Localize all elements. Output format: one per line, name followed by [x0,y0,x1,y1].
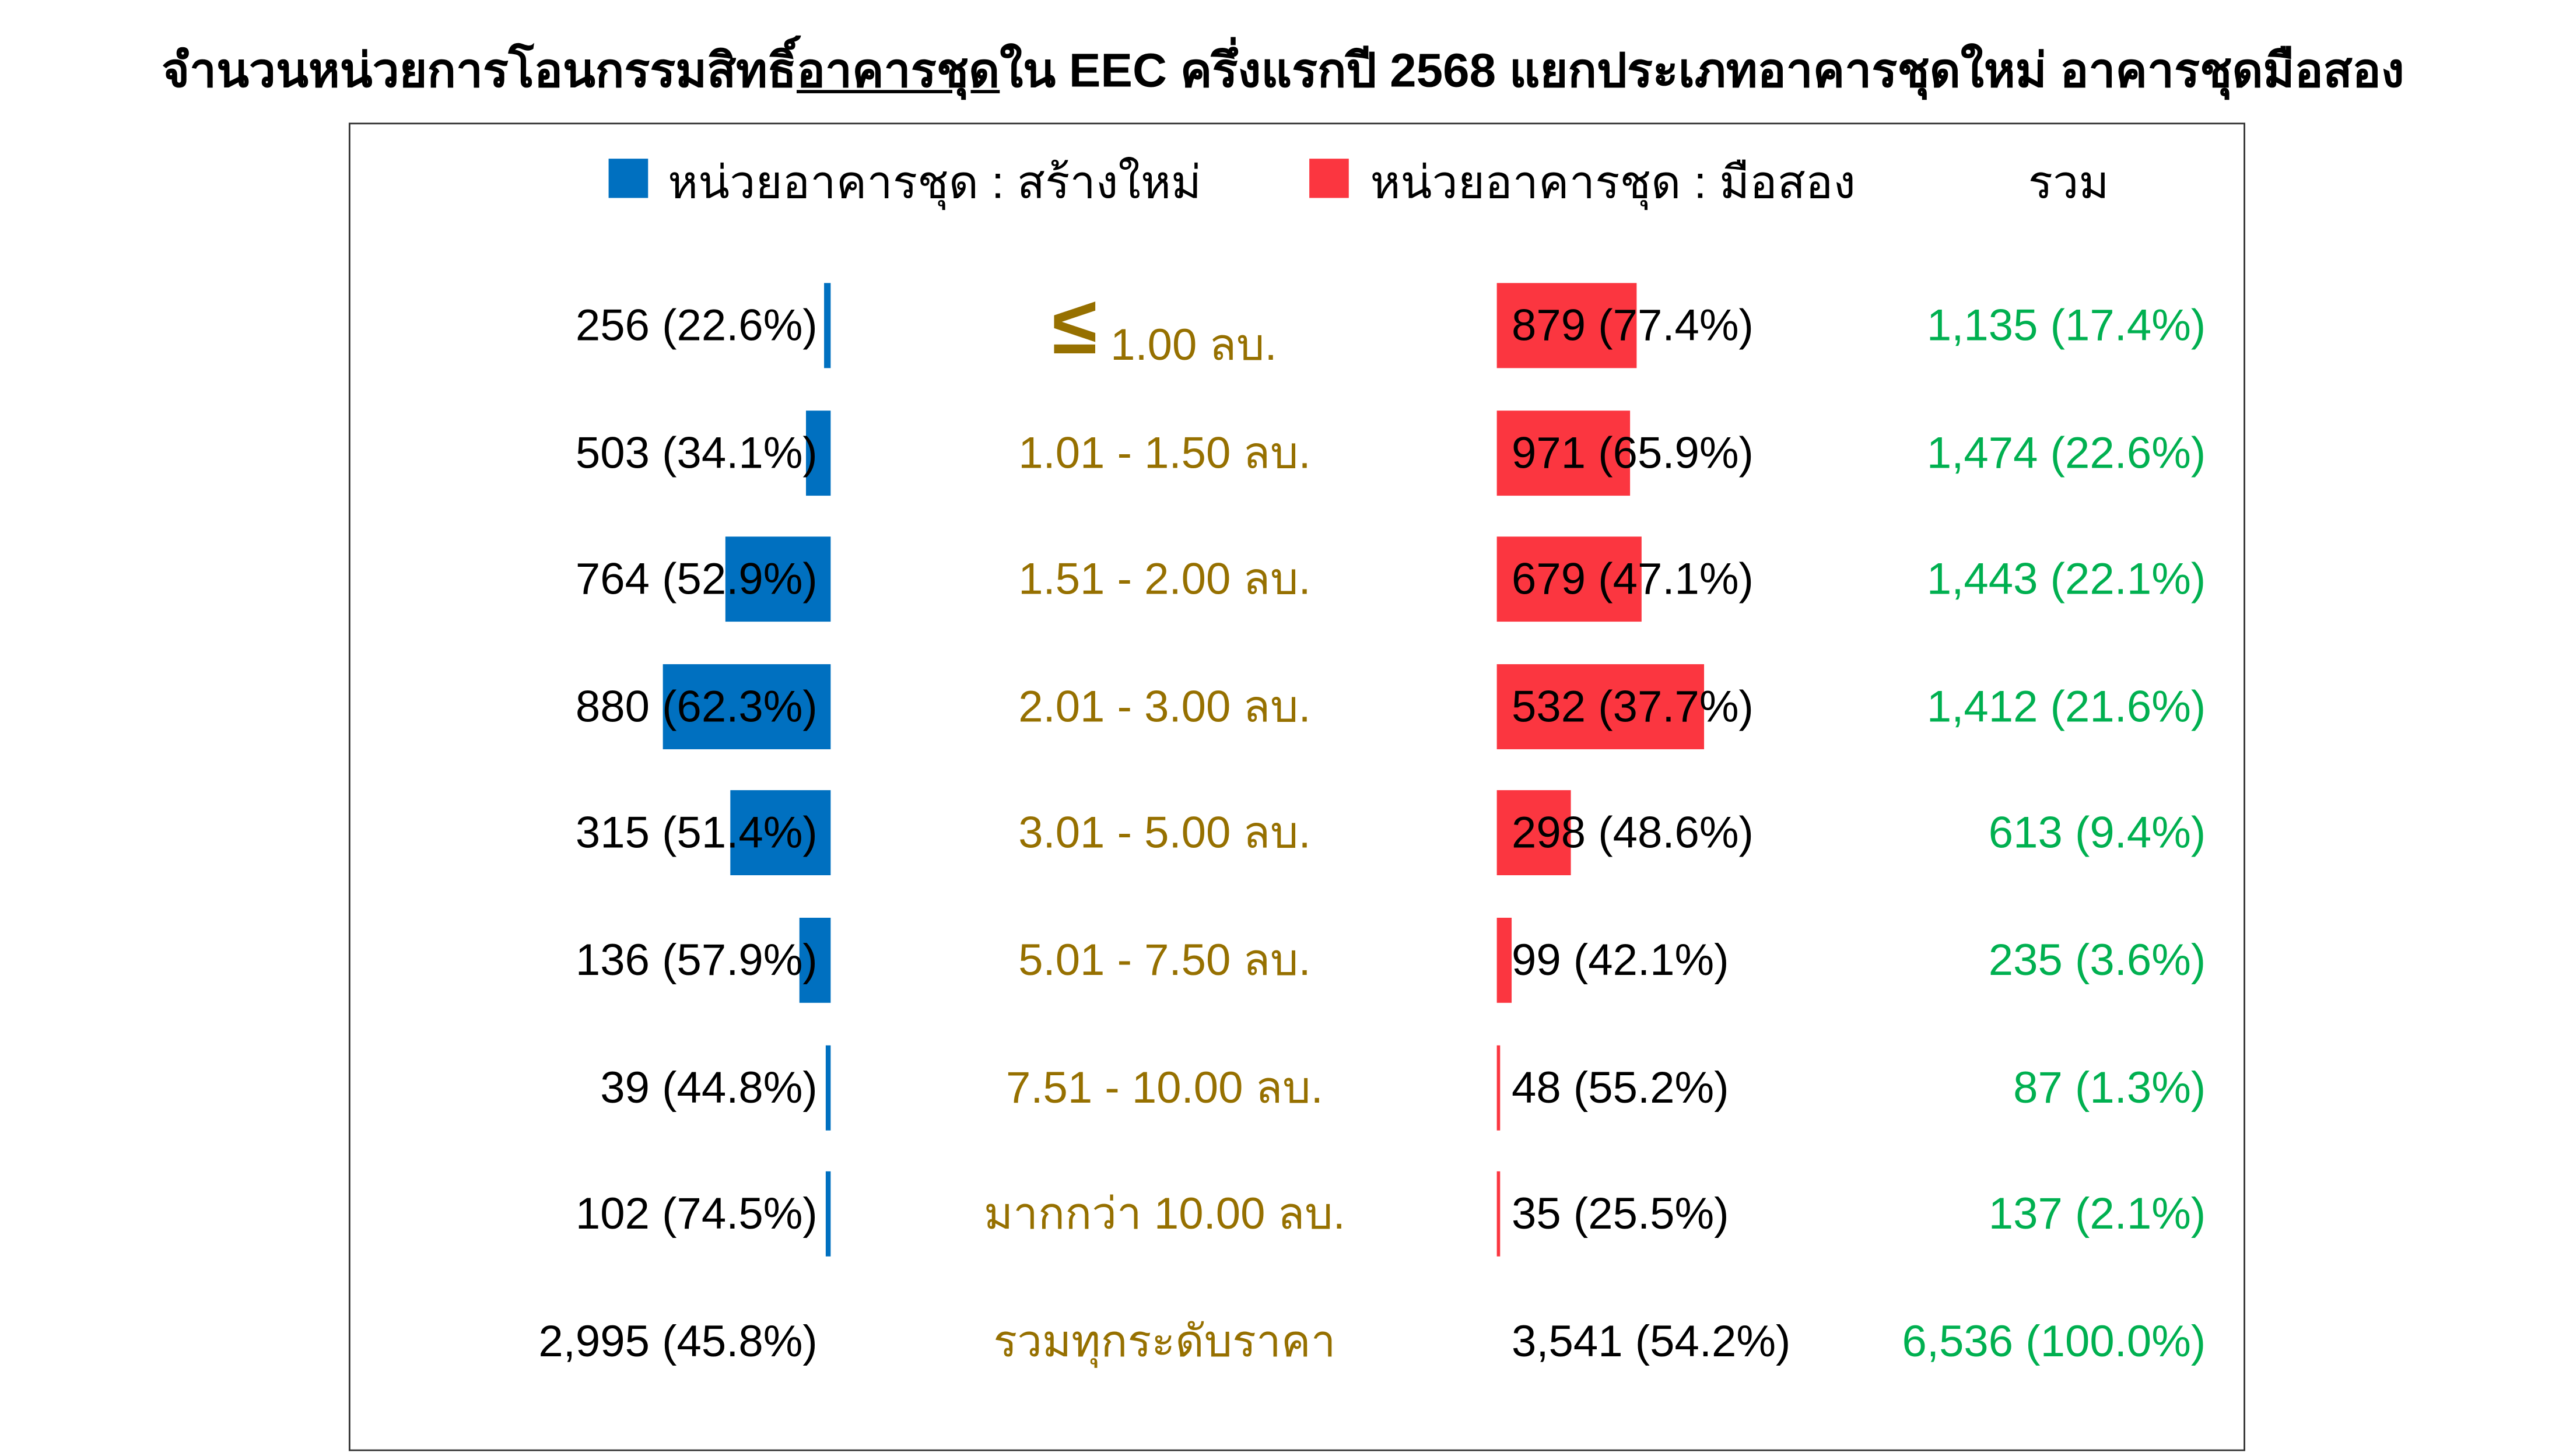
label-total: 613 (9.4%) [1988,809,2206,858]
label-new: 315 (51.4%) [575,809,818,858]
label-used: 48 (55.2%) [1512,1062,1729,1112]
bar-new [799,917,831,1003]
label-new: 503 (34.1%) [575,427,818,478]
chart-row: 39 (44.8%) 48 (55.2%) 87 (1.3%) 7.51 - 10.0… [0,1044,2566,1130]
label-new: 256 (22.6%) [575,301,818,350]
chart-row: 764 (52.9%) 679 (47.1%) 1,443 (22.1%) 1.51 … [0,536,2566,622]
chart-row: 102 (74.5%) 35 (25.5%) 137 (2.1%) มากกว่า 1… [0,1171,2566,1257]
category-label: ≤1.00 ลบ. [918,283,1411,388]
legend-swatch-new [608,159,648,198]
label-used: 532 (37.7%) [1512,682,1754,731]
bar-new [725,536,831,622]
label-total: 6,536 (100.0%) [1902,1316,2206,1366]
bar-used [1496,917,1512,1003]
category-label: 5.01 - 7.50 ลบ. [1018,935,1311,985]
label-used: 879 (77.4%) [1512,301,1754,350]
chart-row: 503 (34.1%) 971 (65.9%) 1,474 (22.6%) 1.01 … [0,410,2566,495]
label-used: 3,541 (54.2%) [1512,1316,1791,1366]
category-label: รวมทุกระดับราคา [993,1316,1336,1366]
label-new: 2,995 (45.8%) [538,1316,818,1366]
bar-used [1496,1044,1501,1130]
label-new: 39 (44.8%) [600,1062,818,1112]
bar-used [1496,1171,1501,1257]
legend-label-used: หน่วยอาคารชุด : มือสอง [1370,157,1856,208]
label-new: 764 (52.9%) [575,555,818,604]
label-used: 971 (65.9%) [1512,427,1754,478]
label-used: 99 (42.1%) [1512,935,1729,985]
label-new: 102 (74.5%) [575,1190,818,1239]
legend-swatch-used [1309,159,1349,198]
legend-label-total: รวม [2028,157,2109,208]
label-total: 87 (1.3%) [2013,1062,2206,1112]
chart-title: จำนวนหน่วยการโอนกรรมสิทธิ์อาคารชุดใน EEC… [162,45,2404,99]
chart-frame [348,122,2245,1451]
bar-new [825,1171,831,1257]
bar-new [730,791,831,876]
bar-new [806,410,831,495]
label-total: 235 (3.6%) [1988,935,2206,985]
label-used: 679 (47.1%) [1512,555,1754,604]
label-new: 880 (62.3%) [575,682,818,731]
bar-new [824,283,831,369]
label-total: 1,412 (21.6%) [1926,682,2206,731]
category-label: 2.01 - 3.00 ลบ. [1018,682,1311,731]
bar-used [1496,410,1631,495]
bar-used [1496,664,1705,749]
category-label: มากกว่า 10.00 ลบ. [984,1190,1345,1239]
label-total: 137 (2.1%) [1988,1190,2206,1239]
label-used: 35 (25.5%) [1512,1190,1729,1239]
label-total: 1,474 (22.6%) [1926,427,2206,478]
label-new: 136 (57.9%) [575,935,818,985]
legend-label-new: หน่วยอาคารชุด : สร้างใหม่ [668,157,1202,208]
bar-used [1496,536,1642,622]
label-total: 1,135 (17.4%) [1926,301,2206,350]
category-text: 1.00 ลบ. [1110,320,1277,370]
label-total: 1,443 (22.1%) [1926,555,2206,604]
chart-row: 256 (22.6%) 879 (77.4%) 1,135 (17.4%) ≤1.00… [0,283,2566,370]
bar-used [1496,791,1571,876]
chart-row: 315 (51.4%) 298 (48.6%) 613 (9.4%) 3.01 - 5… [0,791,2566,876]
category-label: 1.51 - 2.00 ลบ. [1018,555,1311,604]
bar-new [825,1044,831,1130]
bar-new [662,664,831,749]
category-label: 1.01 - 1.50 ลบ. [1018,427,1311,478]
category-label: 7.51 - 10.00 ลบ. [1006,1062,1323,1112]
less-equal-symbol: ≤ [1052,279,1098,371]
category-label: 3.01 - 5.00 ลบ. [1018,809,1311,858]
chart-row: 136 (57.9%) 99 (42.1%) 235 (3.6%) 5.01 - 7.… [0,917,2566,1003]
chart-row: 880 (62.3%) 532 (37.7%) 1,412 (21.6%) 2.01 … [0,664,2566,749]
chart-row: 2,995 (45.8%) 3,541 (54.2%) 6,536 (100.0%)… [0,1299,2566,1384]
bar-used [1496,283,1637,369]
label-used: 298 (48.6%) [1512,809,1754,858]
